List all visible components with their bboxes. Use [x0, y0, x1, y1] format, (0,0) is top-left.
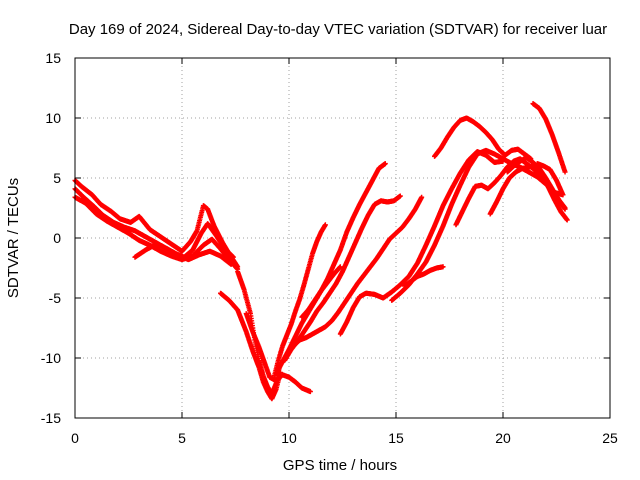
data-series — [72, 177, 241, 270]
data-point-marker — [562, 169, 568, 175]
data-series — [504, 155, 568, 211]
data-point-marker — [397, 193, 403, 199]
y-tick-label: 15 — [45, 50, 61, 66]
chart-title: Day 169 of 2024, Sidereal Day-to-day VTE… — [69, 21, 607, 38]
data-point-marker — [564, 217, 570, 223]
data-series — [530, 101, 568, 175]
data-point-marker — [382, 161, 388, 167]
data-point-marker — [440, 264, 446, 270]
data-point-marker — [560, 192, 566, 198]
y-tick-label: -15 — [41, 410, 61, 426]
data-series — [432, 115, 534, 162]
data-point-marker — [562, 205, 568, 211]
grid — [75, 58, 610, 418]
x-tick-label: 0 — [71, 430, 79, 446]
data-series — [299, 264, 343, 320]
x-tick-label: 20 — [495, 430, 511, 446]
y-tick-label: 10 — [45, 110, 61, 126]
x-tick-label: 10 — [281, 430, 297, 446]
y-tick-label: -5 — [49, 290, 62, 306]
y-axis-label: SDTVAR / TECUs — [5, 178, 22, 298]
data-point-marker — [228, 261, 234, 267]
x-axis-label: GPS time / hours — [283, 457, 397, 474]
data-series — [271, 222, 328, 380]
data-series — [402, 264, 446, 289]
data-series — [132, 241, 234, 267]
axis-ticks: 0 5 10 15 20 25 -15 -10 -5 0 5 10 15 — [41, 50, 618, 446]
data-point-marker — [230, 254, 236, 260]
y-tick-label: 5 — [53, 170, 61, 186]
data-points — [72, 101, 570, 402]
data-point-marker — [322, 222, 328, 228]
data-point-marker — [307, 389, 313, 395]
data-series — [243, 311, 313, 395]
y-tick-label: -10 — [41, 350, 61, 366]
x-tick-label: 5 — [178, 430, 186, 446]
data-series — [337, 149, 506, 337]
x-tick-label: 15 — [388, 430, 404, 446]
y-tick-label: 0 — [53, 230, 61, 246]
data-point-marker — [419, 194, 425, 200]
x-tick-label: 25 — [602, 430, 618, 446]
data-point-marker — [337, 264, 343, 270]
data-series — [290, 194, 425, 349]
data-series — [534, 161, 566, 198]
